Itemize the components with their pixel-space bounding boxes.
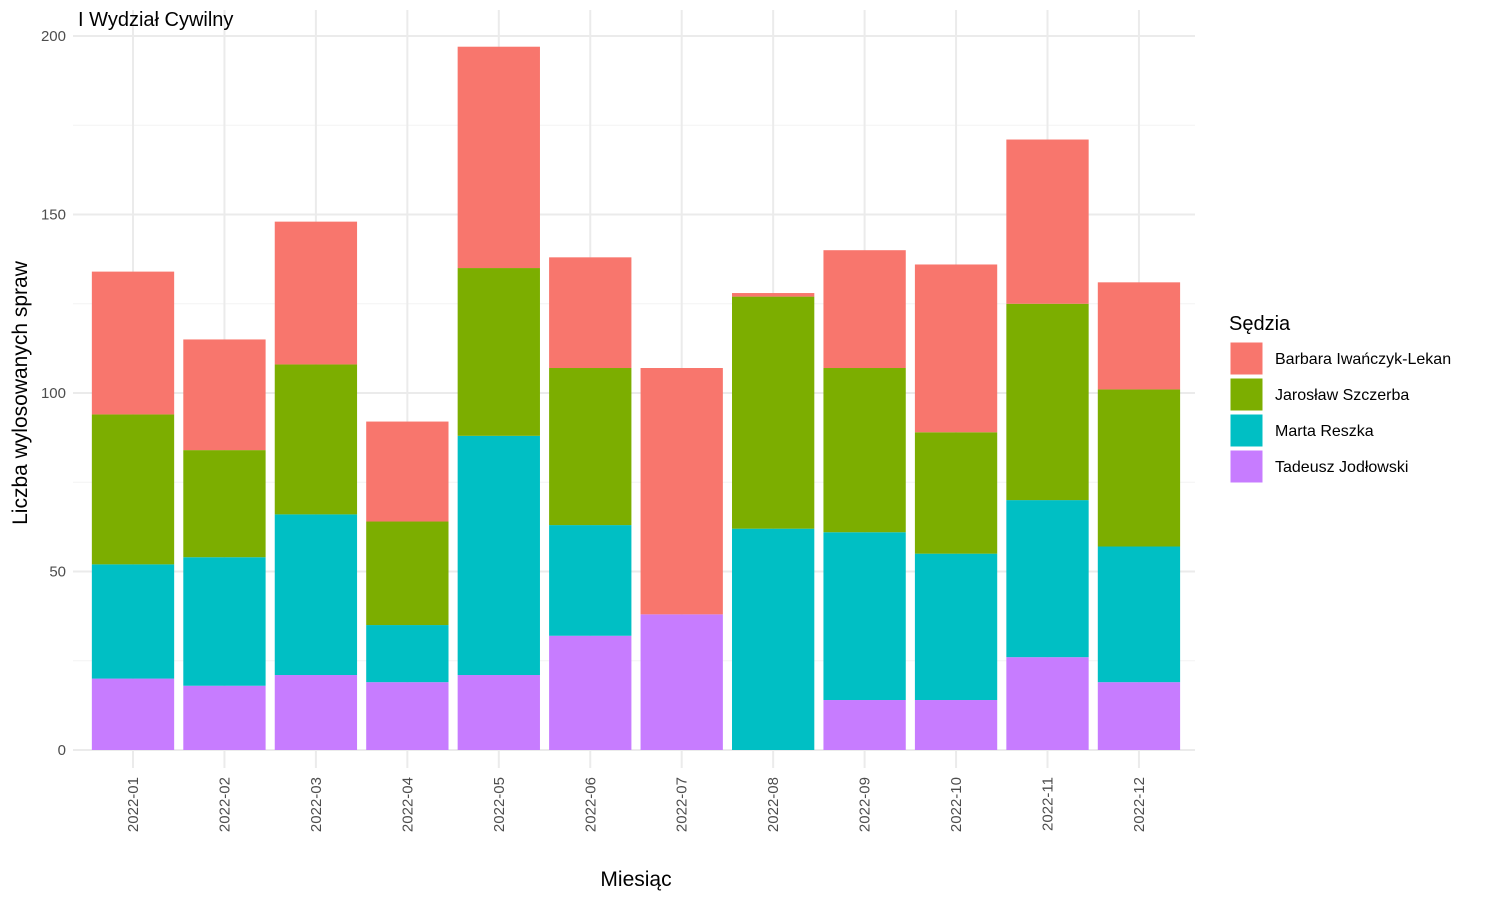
bar-segment <box>732 528 815 750</box>
x-tick-label: 2022-12 <box>1131 777 1148 832</box>
bar-segment <box>549 257 632 369</box>
legend-label: Marta Reszka <box>1275 423 1374 440</box>
x-axis-title: Miesiąc <box>600 868 671 891</box>
bar-segment <box>457 675 540 750</box>
bar-segment <box>366 682 449 750</box>
bar-segment <box>274 364 358 515</box>
bar-segment <box>1006 303 1089 501</box>
bar-segment <box>457 46 540 269</box>
bar-segment <box>366 625 449 683</box>
bar-segment <box>640 368 723 615</box>
x-tick-label: 2022-06 <box>582 777 599 832</box>
bar-segment <box>1006 500 1089 658</box>
bar-segment <box>183 450 266 558</box>
bar-segment <box>549 635 632 750</box>
legend-swatch <box>1229 413 1264 448</box>
bar-segment <box>366 521 449 626</box>
bar-segment <box>457 268 540 436</box>
bar-segment <box>823 250 906 369</box>
y-tick-label: 50 <box>49 564 66 581</box>
y-axis-ticks: 0 50 100 150 200 <box>41 28 66 759</box>
bar-segment <box>914 264 998 433</box>
chart-title: I Wydział Cywilny <box>78 9 233 31</box>
bar-segment <box>1006 657 1089 750</box>
bar-segment <box>732 293 815 297</box>
y-axis-title: Liczba wylosowanych spraw <box>9 260 32 525</box>
bar-segment <box>274 514 358 676</box>
legend-label: Barbara Iwańczyk-Lekan <box>1275 351 1451 368</box>
bar-segment <box>1006 139 1089 304</box>
legend-swatch <box>1229 377 1264 412</box>
x-tick-label: 2022-11 <box>1040 777 1057 831</box>
bar-segment <box>823 368 906 533</box>
bar-segment <box>274 221 358 365</box>
bar-segment <box>91 271 175 415</box>
bar-segment <box>549 368 632 526</box>
bar-segment <box>91 678 175 750</box>
bar-segment <box>640 614 723 750</box>
bar-segment <box>183 685 266 750</box>
bar-segment <box>183 339 266 451</box>
x-tick-label: 2022-02 <box>216 777 233 832</box>
bar-segment <box>1097 682 1181 750</box>
x-tick-label: 2022-09 <box>857 777 874 832</box>
legend-label: Jarosław Szczerba <box>1275 387 1409 404</box>
bar-segment <box>366 421 449 522</box>
bar-segment <box>1097 389 1181 547</box>
x-tick-label: 2022-05 <box>491 777 508 832</box>
bar-segment <box>274 675 358 750</box>
legend-label: Tadeusz Jodłowski <box>1275 459 1408 476</box>
bar-segment <box>823 700 906 750</box>
bar-segment <box>914 432 998 554</box>
x-tick-label: 2022-03 <box>308 777 325 832</box>
bar-segment <box>914 700 998 750</box>
legend-swatch <box>1229 341 1264 376</box>
y-tick-label: 100 <box>41 385 66 402</box>
bar-segment <box>183 557 266 686</box>
x-axis-ticks: 2022-01 2022-02 2022-03 2022-04 2022-05 2022-… <box>125 777 1148 832</box>
x-tick-label: 2022-10 <box>948 777 965 832</box>
x-tick-label: 2022-08 <box>765 777 782 832</box>
y-tick-label: 0 <box>58 742 66 759</box>
legend: Sędzia Barbara Iwańczyk-Lekan Jarosław Sz… <box>1229 313 1451 484</box>
bar-segment <box>914 553 998 701</box>
bar-segment <box>1097 546 1181 683</box>
legend-swatch <box>1229 449 1264 484</box>
x-tick-label: 2022-01 <box>125 777 142 832</box>
bar-segment <box>1097 282 1181 390</box>
bars <box>91 46 1181 750</box>
bar-segment <box>549 525 632 636</box>
bar-segment <box>91 414 175 565</box>
bar-segment <box>457 435 540 676</box>
legend-title: Sędzia <box>1229 313 1291 335</box>
x-tick-label: 2022-04 <box>399 777 416 832</box>
x-tick-label: 2022-07 <box>674 777 691 832</box>
y-tick-label: 150 <box>41 207 66 224</box>
bar-segment <box>732 296 815 529</box>
bar-segment <box>91 564 175 679</box>
y-tick-label: 200 <box>41 28 66 45</box>
bar-segment <box>823 532 906 701</box>
